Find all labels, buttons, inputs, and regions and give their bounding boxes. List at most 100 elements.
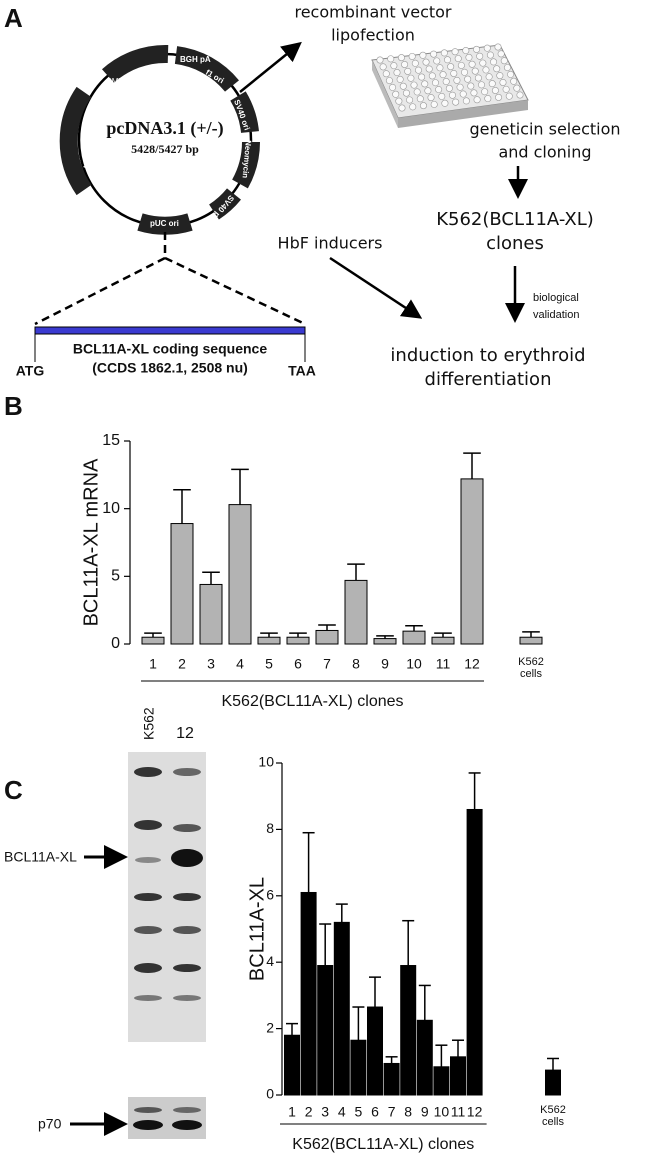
step-text: induction to erythroid	[390, 345, 585, 366]
step-text: lipofection	[331, 26, 415, 45]
stop-codon: TAA	[288, 363, 316, 379]
plasmid: P CMV BGH pA f1 ori SV40 ori Neomycin SV…	[59, 44, 260, 235]
y-tick-label: 0	[266, 1086, 274, 1102]
lane-label: K562	[141, 707, 157, 740]
bar	[466, 808, 483, 1096]
x-tick-label: 10	[434, 1104, 450, 1120]
step-text: geneticin selection	[469, 120, 620, 139]
western-blot: K562 12 BCL11A-XL p70	[4, 707, 206, 1139]
bar	[199, 583, 223, 645]
y-axis-label: BCL11A-XL	[246, 877, 268, 981]
step-text: K562(BCL11A-XL)	[436, 209, 594, 230]
x-tick-label: K562 cells	[518, 656, 544, 680]
bar	[284, 1034, 300, 1096]
x-tick-label: 4	[338, 1104, 346, 1120]
x-tick-label: 9	[381, 656, 389, 672]
bar	[519, 636, 543, 645]
bar	[433, 1066, 450, 1096]
y-tick-label: 15	[102, 432, 120, 449]
bar	[344, 579, 368, 645]
x-tick-label: 8	[352, 656, 360, 672]
x-tick-label: 2	[178, 656, 186, 672]
x-tick-label: 6	[371, 1104, 379, 1120]
bar	[141, 636, 165, 645]
plate	[371, 43, 529, 128]
x-tick-label: 1	[149, 656, 157, 672]
bar	[460, 478, 484, 645]
workflow: recombinant vector lipofection geneticin…	[239, 3, 621, 390]
x-tick-label: 8	[404, 1104, 412, 1120]
x-tick-label: K562 cells	[540, 1104, 566, 1128]
x-tick-label: 5	[265, 656, 273, 672]
step-text: validation	[533, 309, 579, 321]
panel-label: C	[4, 775, 23, 805]
plasmid-label: BGH pA	[180, 55, 211, 64]
panel-label: A	[4, 3, 23, 33]
insert-label: (CCDS 1862.1, 2508 nu)	[92, 360, 248, 376]
step-text: differentiation	[425, 369, 552, 390]
bar	[545, 1069, 561, 1096]
group-label: K562(BCL11A-XL) clones	[221, 693, 403, 710]
bar	[315, 629, 339, 645]
y-tick-label: 10	[102, 500, 120, 517]
y-tick-label: 0	[111, 635, 120, 652]
x-tick-label: 6	[294, 656, 302, 672]
lane-label: 12	[176, 725, 194, 742]
step-text: and cloning	[498, 143, 591, 162]
x-tick-label: 10	[406, 656, 422, 672]
y-tick-label: 4	[266, 953, 274, 969]
step-text: recombinant vector	[294, 3, 451, 22]
bar	[373, 638, 397, 645]
bar	[400, 965, 417, 1096]
x-tick-label: 4	[236, 656, 244, 672]
x-tick-label: 12	[464, 656, 480, 672]
plasmid-label: pUC ori	[150, 219, 179, 228]
bar	[317, 965, 334, 1096]
bar	[367, 1006, 383, 1096]
plasmid-name: pcDNA3.1 (+/-)	[106, 118, 223, 139]
bar	[383, 1062, 400, 1096]
bar	[257, 636, 281, 645]
y-tick-label: 2	[266, 1019, 274, 1035]
bar	[402, 630, 426, 645]
y-tick-label: 5	[111, 568, 120, 585]
bar	[333, 921, 350, 1096]
bar	[286, 636, 310, 645]
y-tick-label: 10	[258, 754, 274, 770]
bar	[431, 636, 455, 645]
step-text: clones	[486, 233, 544, 254]
bar	[228, 504, 252, 645]
bar	[350, 1039, 367, 1096]
bar	[170, 523, 194, 645]
group-label: K562(BCL11A-XL) clones	[292, 1136, 474, 1153]
plasmid-label: Ampicillin	[83, 128, 94, 170]
bar	[416, 1019, 433, 1096]
insert: BCL11A-XL coding sequence (CCDS 1862.1, …	[16, 232, 316, 379]
plasmid-label: P	[92, 69, 101, 85]
band-label: p70	[38, 1116, 62, 1132]
step-text: biological	[533, 292, 579, 304]
plasmid-label: Neomycin	[241, 140, 253, 179]
x-tick-label: 7	[323, 656, 331, 672]
y-tick-label: 6	[266, 887, 274, 903]
plasmid-size: 5428/5427 bp	[131, 142, 199, 156]
y-axis-label: BCL11A-XL mRNA	[80, 458, 102, 626]
step-text: HbF inducers	[278, 234, 383, 253]
x-tick-label: 7	[388, 1104, 396, 1120]
x-tick-label: 5	[355, 1104, 363, 1120]
x-tick-label: 11	[436, 656, 451, 672]
x-tick-label: 12	[467, 1104, 483, 1120]
x-tick-label: 2	[305, 1104, 313, 1120]
panel-label: B	[4, 391, 23, 421]
plasmid-label: CMV	[106, 77, 124, 86]
start-codon: ATG	[16, 363, 45, 379]
band-label: BCL11A-XL	[4, 849, 77, 865]
insert-label: BCL11A-XL coding sequence	[73, 341, 267, 357]
x-tick-label: 3	[321, 1104, 329, 1120]
bar	[450, 1056, 466, 1096]
x-tick-label: 3	[207, 656, 215, 672]
bar	[300, 891, 317, 1096]
x-tick-label: 11	[451, 1104, 466, 1120]
y-tick-label: 8	[266, 820, 274, 836]
